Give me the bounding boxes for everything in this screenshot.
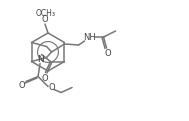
Text: O: O [41,74,48,83]
Text: NH: NH [83,34,96,42]
Text: O: O [19,81,25,90]
Text: N: N [37,55,43,64]
Text: O: O [104,49,111,57]
Text: OCH₃: OCH₃ [36,8,56,18]
Text: O: O [49,83,55,92]
Text: O: O [42,15,48,24]
